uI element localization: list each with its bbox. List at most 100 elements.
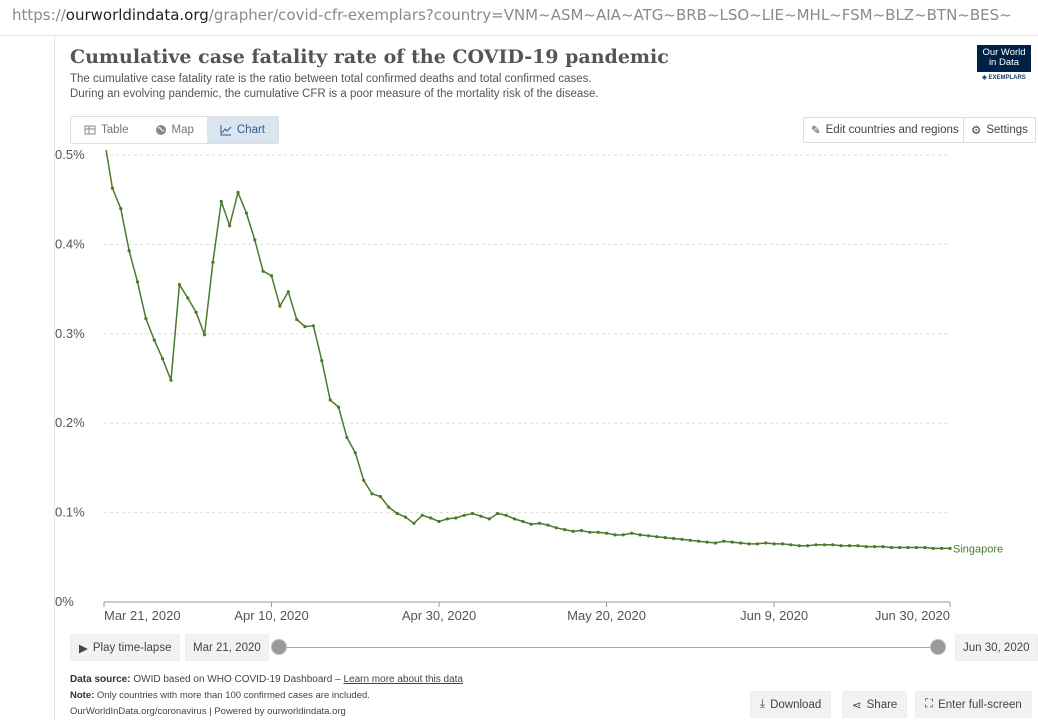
play-timelapse-button[interactable]: ▶ Play time-lapse: [70, 634, 181, 661]
data-point: [211, 260, 215, 264]
data-point: [286, 290, 290, 294]
data-point: [261, 269, 265, 273]
timeline-end-handle[interactable]: [930, 639, 946, 655]
data-point: [219, 199, 223, 204]
data-point: [504, 513, 508, 517]
data-point: [889, 545, 894, 550]
data-point: [462, 513, 466, 517]
data-point: [755, 542, 759, 546]
address-bar[interactable]: https://ourworldindata.org/grapher/covid…: [0, 0, 1038, 36]
timeline-track[interactable]: [279, 647, 939, 648]
data-point: [471, 511, 475, 516]
data-point: [554, 526, 558, 530]
timeline-start-handle[interactable]: [271, 639, 287, 655]
data-point: [420, 513, 424, 517]
data-point: [186, 296, 190, 300]
view-tabs: Table Map Chart: [70, 116, 279, 144]
data-point: [814, 543, 818, 547]
start-date-label[interactable]: Mar 21, 2020: [185, 634, 269, 661]
data-point: [110, 186, 114, 190]
end-date-label[interactable]: Jun 30, 2020: [955, 634, 1038, 661]
data-point: [847, 544, 852, 548]
data-point: [161, 357, 165, 361]
x-tick-label: Jun 9, 2020: [740, 608, 808, 623]
data-point: [898, 545, 902, 550]
data-point: [722, 539, 726, 543]
y-tick-label: 0.1%: [55, 505, 85, 520]
settings-label: Settings: [986, 124, 1028, 136]
owid-exemplars-logo[interactable]: Our World in Data ◈ EXEMPLARS: [977, 45, 1031, 87]
data-point: [948, 546, 952, 550]
data-point: [906, 545, 910, 550]
download-label: Download: [770, 698, 822, 711]
x-tick-label: Jun 30, 2020: [875, 608, 950, 623]
data-point: [370, 492, 374, 496]
tab-table[interactable]: Table: [71, 117, 142, 143]
data-point: [739, 541, 743, 545]
data-point: [303, 325, 307, 329]
data-point: [236, 190, 240, 195]
tab-chart[interactable]: Chart: [206, 117, 278, 143]
data-point: [831, 543, 835, 547]
data-point: [144, 317, 148, 321]
series-line: [105, 150, 950, 550]
data-point: [923, 545, 927, 550]
x-tick-label: Apr 10, 2020: [234, 608, 308, 623]
data-point: [529, 522, 533, 526]
download-button[interactable]: ⤓ Download: [750, 691, 832, 718]
globe-icon: [155, 125, 166, 135]
data-point: [797, 544, 801, 548]
gear-icon: ⚙: [971, 125, 982, 137]
data-point: [177, 283, 181, 287]
data-point: [931, 546, 935, 550]
data-point: [228, 224, 232, 228]
subtitle-line-1: The cumulative case fatality rate is the…: [70, 73, 592, 85]
data-source-line: Data source: OWID based on WHO COVID-19 …: [70, 674, 463, 685]
credit-line[interactable]: OurWorldInData.org/coronavirus | Powered…: [70, 706, 346, 717]
data-point: [253, 238, 257, 242]
data-point: [638, 533, 642, 537]
data-point: [194, 310, 198, 314]
data-point: [345, 435, 349, 440]
data-point: [730, 540, 734, 544]
note-line: Note: Only countries with more than 100 …: [70, 690, 370, 701]
settings-button[interactable]: ⚙ Settings: [963, 117, 1036, 143]
learn-more-link[interactable]: Learn more about this data: [343, 674, 463, 685]
data-point: [320, 359, 324, 363]
data-point: [538, 521, 542, 525]
data-point: [764, 541, 768, 545]
data-point: [806, 544, 810, 548]
data-point: [295, 317, 299, 322]
line-chart-icon: [220, 125, 232, 136]
data-point: [546, 523, 550, 527]
fullscreen-button[interactable]: ⛶ Enter full-screen: [915, 691, 1032, 718]
source-prefix: Data source:: [70, 674, 131, 685]
data-point: [705, 540, 709, 544]
data-point: [940, 546, 944, 550]
data-point: [605, 531, 609, 535]
data-point: [571, 529, 575, 533]
data-point: [713, 541, 718, 545]
edit-countries-button[interactable]: ✎ Edit countries and regions: [803, 117, 967, 143]
data-point: [445, 517, 449, 521]
data-point: [119, 207, 123, 211]
data-point: [127, 249, 131, 253]
share-button[interactable]: ⋖ Share: [842, 691, 908, 718]
url-host: ourworldindata.org: [65, 6, 209, 24]
share-icon: ⋖: [852, 699, 862, 712]
series-label: Singapore: [953, 543, 1003, 555]
exemplars-icon: ◈: [982, 75, 987, 81]
data-point: [630, 531, 634, 535]
data-point: [412, 521, 416, 525]
y-tick-label: 0%: [55, 594, 74, 609]
data-point: [881, 545, 885, 549]
tab-map[interactable]: Map: [142, 117, 207, 143]
data-point: [856, 544, 860, 548]
fullscreen-icon: ⛶: [925, 698, 934, 710]
data-point: [353, 451, 357, 455]
table-icon: [84, 125, 96, 135]
data-point: [655, 535, 659, 539]
data-point: [429, 516, 433, 520]
data-point: [244, 211, 248, 215]
y-tick-label: 0.2%: [55, 415, 85, 430]
